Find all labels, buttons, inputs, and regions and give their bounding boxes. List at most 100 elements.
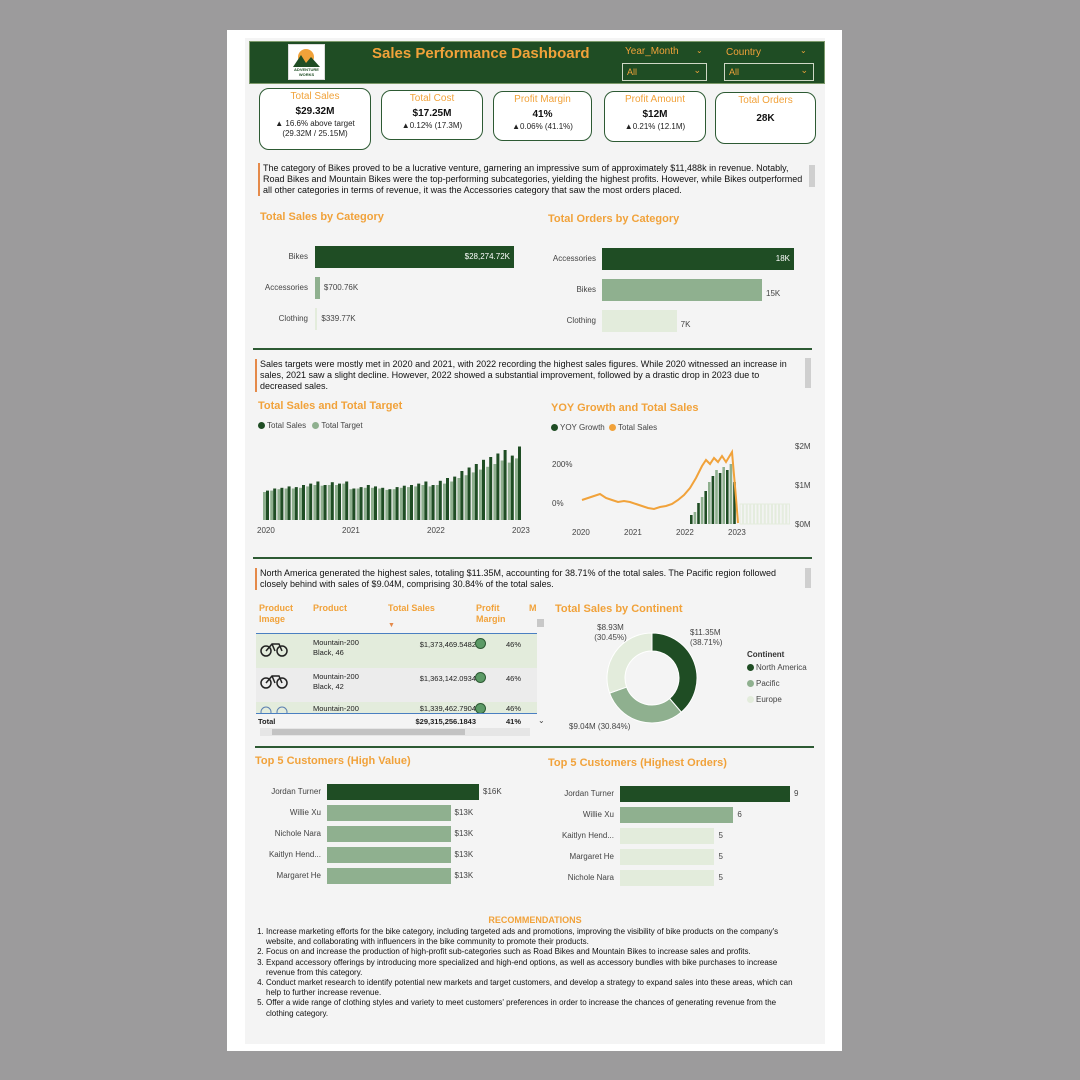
bar-value-label: $13K: [454, 808, 474, 817]
col-header-product[interactable]: Product: [313, 603, 348, 613]
yoy-bar: [715, 470, 718, 524]
sales-bar: [302, 485, 305, 520]
horizontal-scrollbar[interactable]: [260, 728, 530, 736]
x-tick-label: 2023: [728, 528, 746, 537]
chevron-down-icon: ⌄: [693, 65, 701, 75]
table-row[interactable]: Mountain-200 $1,339,462.7904 46%: [256, 702, 537, 713]
target-bar: [313, 485, 317, 520]
chevron-down-icon: ⌄: [696, 46, 703, 55]
sales-bar: [438, 480, 442, 520]
cell-margin: 46%: [506, 640, 522, 649]
logo-icon: [293, 49, 320, 67]
target-bar: [486, 466, 490, 520]
recommendation-item: Conduct market research to identify pote…: [266, 978, 805, 998]
sales-bar: [330, 482, 334, 520]
target-bar: [306, 486, 310, 520]
bar-label: Margaret He: [276, 871, 321, 880]
x-tick-label: 2021: [342, 526, 360, 535]
table-row[interactable]: Mountain-200 Black, 42 $1,363,142.0934 4…: [256, 668, 537, 702]
yoy-bar-empty: [786, 503, 790, 525]
continent-title: Total Sales by Continent: [555, 603, 683, 615]
target-bar: [464, 475, 468, 520]
legend-north-america[interactable]: North America: [747, 663, 807, 672]
y-tick-label: 0%: [552, 499, 564, 508]
target-bar: [263, 492, 266, 520]
section-divider: [253, 557, 812, 559]
y-tick-label: 200%: [552, 460, 572, 469]
sales-bar: [316, 481, 320, 520]
legend-dot: [551, 424, 558, 432]
legend-europe[interactable]: Europe: [747, 695, 782, 704]
sales-bar: [345, 481, 349, 520]
legend-label: Total Sales: [267, 421, 307, 430]
yoy-bar-empty: [761, 503, 765, 525]
bar-value-label: $13K: [454, 829, 474, 838]
target-bar: [414, 486, 418, 520]
cell-product: Mountain-200 Black, 42: [313, 672, 359, 691]
bar-value-label: 5: [718, 831, 723, 840]
table-row[interactable]: Mountain-200 Black, 46 $1,373,469.5482 4…: [256, 634, 537, 668]
filter-country[interactable]: All ⌄: [724, 63, 814, 81]
continent-legend-title: Continent: [747, 650, 785, 659]
kpi-title: Profit Margin: [514, 94, 571, 105]
sort-desc-icon[interactable]: ▼: [388, 622, 395, 629]
sales-bar: [273, 488, 277, 520]
target-bar: [356, 488, 360, 520]
yoy-bar-empty: [771, 503, 776, 525]
table-header-line: [256, 633, 537, 634]
legend-dot: [747, 680, 754, 688]
yoy-bar-empty: [739, 503, 744, 525]
x-tick-label: 2021: [624, 528, 642, 537]
bar: [620, 870, 715, 886]
target-bar: [277, 489, 281, 520]
sales-by-category-title: Total Sales by Category: [260, 211, 384, 223]
col-header-sales[interactable]: Total Sales: [388, 603, 435, 613]
col-header-image[interactable]: Product Image: [259, 603, 294, 624]
yoy-bar-empty: [757, 503, 762, 525]
yoy-bar-empty: [750, 503, 754, 525]
narrative-region: North America generated the highest sale…: [255, 568, 803, 590]
scrollbar[interactable]: [809, 165, 815, 187]
target-bar: [284, 488, 288, 520]
bar-value-label: 18K: [775, 254, 790, 263]
yoy-bar: [690, 515, 693, 524]
legend-dot: [312, 422, 320, 430]
kpi-total-cost: Total Cost $17.25M ▲0.12% (17.3M): [381, 90, 483, 140]
kpi-value: 28K: [756, 113, 775, 124]
legend-label: Total Sales: [618, 423, 658, 432]
kpi-sub: ▲0.21% (12.1M): [624, 122, 686, 131]
section-divider: [253, 348, 812, 350]
legend-pacific[interactable]: Pacific: [747, 679, 780, 688]
yoy-bar: [704, 491, 707, 524]
target-bar: [385, 489, 389, 520]
cell-margin: 46%: [506, 674, 522, 683]
target-bar: [270, 490, 274, 520]
bar: [602, 279, 762, 301]
yoy-bar: [726, 470, 729, 524]
yoy-bar: [697, 503, 700, 524]
col-header-more[interactable]: M: [529, 603, 537, 613]
scrollbar-thumb[interactable]: [272, 729, 465, 735]
bar-label: Willie Xu: [289, 808, 321, 817]
cell-margin: 46%: [506, 704, 522, 713]
cell-sales: $1,339,462.7904: [419, 704, 476, 713]
recommendation-item: Focus on and increase the production of …: [266, 947, 805, 957]
col-header-margin[interactable]: Profit Margin: [476, 603, 506, 624]
kpi-title: Total Cost: [409, 93, 455, 104]
bar-label: Jordan Turner: [271, 787, 321, 796]
scrollbar[interactable]: [805, 358, 811, 388]
scrollbar[interactable]: [805, 568, 811, 588]
target-bar: [407, 487, 410, 520]
target-bar: [320, 485, 324, 520]
bar-label: Nichole Nara: [274, 829, 321, 838]
y2-tick-label: $0M: [795, 520, 811, 529]
bar: [315, 308, 318, 330]
chevron-down-icon[interactable]: ⌄: [538, 716, 545, 725]
scrollbar[interactable]: [537, 619, 544, 627]
filter-year-month[interactable]: All ⌄: [622, 63, 707, 81]
table-total-line: [256, 713, 537, 714]
target-bar: [443, 483, 446, 520]
chevron-down-icon: ⌄: [800, 46, 807, 55]
filter-label-year-month: Year_Month: [625, 46, 679, 57]
yoy-bar: [693, 512, 697, 524]
